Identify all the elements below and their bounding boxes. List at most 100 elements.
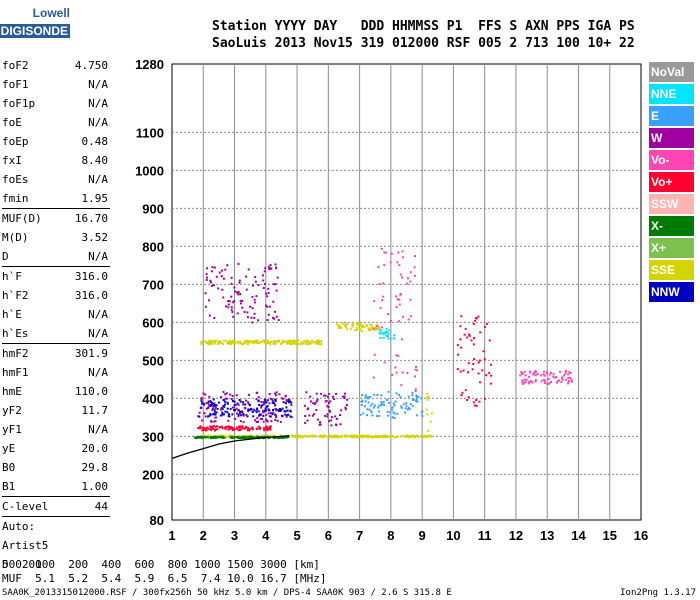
echo-point (373, 353, 376, 356)
echo-point (204, 436, 207, 439)
echo-point (273, 392, 276, 395)
echo-point (564, 372, 567, 375)
parameter-value: 316.0 (74, 289, 108, 302)
echo-point (209, 404, 212, 407)
echo-point (237, 293, 240, 296)
echo-point (417, 436, 420, 439)
echo-point (332, 398, 335, 401)
echo-point (251, 307, 254, 310)
echo-point (402, 403, 405, 406)
echo-point (207, 406, 210, 409)
echo-point (372, 376, 375, 379)
echo-point (257, 420, 260, 423)
echo-point (264, 427, 267, 430)
echo-point (290, 403, 293, 406)
echo-point (395, 435, 398, 438)
echo-point (274, 398, 277, 401)
echo-point (288, 401, 291, 404)
echo-point (382, 401, 385, 404)
echo-point (258, 403, 261, 406)
logo-top-text: Lowell (32, 6, 70, 20)
echo-point (345, 322, 348, 325)
parameter-value: N/A (88, 78, 108, 91)
echo-point (411, 404, 414, 407)
echo-point (211, 426, 214, 429)
echo-point (482, 350, 485, 353)
echo-point (345, 434, 348, 437)
logo-bottom-text: DIGISONDE (0, 24, 70, 38)
echo-point (556, 380, 559, 383)
echo-point (398, 320, 401, 323)
parameter-label: hmF1 (2, 366, 29, 379)
echo-point (298, 343, 301, 346)
echo-point (341, 435, 344, 438)
echo-point (246, 415, 249, 418)
echo-point (214, 413, 217, 416)
echo-point (381, 299, 384, 302)
echo-point (251, 321, 254, 324)
echo-point (373, 393, 376, 396)
echo-point (294, 434, 297, 437)
echo-point (214, 339, 217, 342)
echo-point (295, 434, 298, 437)
echo-point (384, 251, 387, 254)
echo-point (222, 436, 225, 439)
echo-point (570, 380, 573, 383)
echo-point (200, 400, 203, 403)
echo-point (263, 429, 266, 432)
echo-point (307, 340, 310, 343)
parameter-label: hmF2 (2, 347, 29, 360)
echo-point (346, 398, 349, 401)
echo-point (370, 410, 373, 413)
electron-density-profile-curve (171, 434, 290, 460)
echo-point (210, 401, 213, 404)
echo-point (224, 393, 227, 396)
echo-point (242, 403, 245, 406)
echo-point (477, 361, 480, 364)
y-tick-label: 700 (142, 277, 164, 292)
parameter-value: 110.0 (74, 385, 108, 398)
echo-point (233, 417, 236, 420)
echo-point (268, 415, 271, 418)
echo-point (370, 324, 373, 327)
echo-point (413, 435, 416, 438)
echo-point (262, 403, 265, 406)
echo-point (540, 374, 543, 377)
echo-point (395, 306, 398, 309)
echo-point (397, 354, 400, 357)
echo-point (265, 425, 268, 428)
d-values: 100 200 400 600 800 1000 1500 3000 [km] (35, 558, 320, 571)
echo-point (423, 435, 426, 438)
echo-point (210, 425, 213, 428)
echo-point (483, 325, 486, 328)
echo-point (397, 251, 400, 254)
echo-point (218, 271, 221, 274)
echo-point (203, 412, 206, 415)
echo-point (479, 381, 482, 384)
echo-point (334, 415, 337, 418)
header-line-2: SaoLuis 2013 Nov15 319 012000 RSF 005 2 … (212, 36, 635, 51)
echo-point (459, 325, 462, 328)
echo-point (266, 399, 269, 402)
echo-point (290, 401, 293, 404)
echo-point (408, 407, 411, 410)
echo-point (213, 405, 216, 408)
echo-point (557, 379, 560, 382)
y-tick-label: 900 (142, 201, 164, 216)
echo-point (226, 407, 229, 410)
echo-point (214, 406, 217, 409)
echo-point (378, 283, 381, 286)
echo-point (257, 319, 260, 322)
echo-point (377, 325, 380, 328)
echo-point (210, 342, 213, 345)
echo-point (266, 405, 269, 408)
echo-point (209, 413, 212, 416)
echo-point (385, 434, 388, 437)
echo-point (366, 435, 369, 438)
echo-point (314, 342, 317, 345)
echo-point (562, 374, 565, 377)
parameter-label: hmE (2, 385, 22, 398)
echo-point (367, 327, 370, 330)
echo-point (281, 339, 284, 342)
echo-point (388, 329, 391, 332)
